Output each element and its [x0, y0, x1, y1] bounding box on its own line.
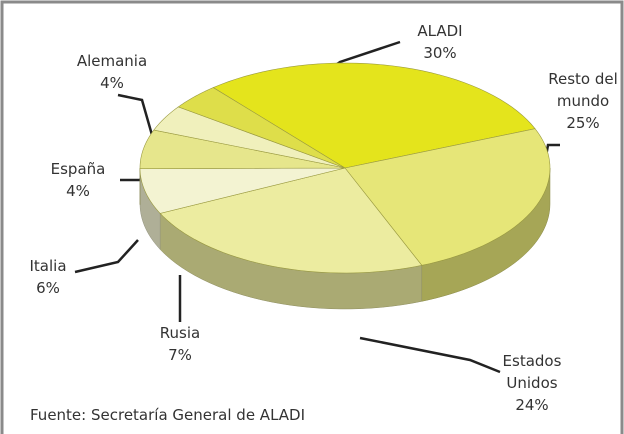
leader [359, 336, 501, 374]
slice-label: Resto del mundo 25% [538, 68, 624, 134]
source-note: Fuente: Secretaría General de ALADI [30, 406, 306, 424]
category-name: ALADI [417, 22, 463, 40]
slice [139, 167, 346, 214]
slice [344, 128, 551, 266]
slices [139, 62, 551, 274]
slice [153, 106, 346, 169]
slice-label: Rusia 7% [150, 322, 210, 366]
slice-label: Alemania 4% [67, 50, 157, 94]
value-label: 7% [168, 346, 192, 364]
slice-label: España 4% [43, 158, 113, 202]
value-label: 4% [100, 74, 124, 92]
category-name: Rusia [159, 324, 201, 342]
slice [159, 167, 423, 274]
slice-label: ALADI 30% [410, 20, 470, 64]
slice [139, 129, 346, 170]
category-name: Italia [29, 257, 67, 275]
leader [117, 93, 154, 136]
category-name: España [50, 160, 106, 178]
slice [177, 87, 346, 169]
category-name: Resto del mundo [548, 70, 618, 110]
leaders [74, 40, 560, 374]
leader [74, 239, 139, 274]
slice-label: Estados Unidos 24% [487, 350, 577, 416]
value-label: 4% [66, 182, 90, 200]
slice-label: Italia 6% [18, 255, 78, 299]
value-label: 24% [515, 396, 549, 414]
slice [212, 62, 536, 169]
value-label: 25% [566, 114, 600, 132]
value-label: 30% [423, 44, 457, 62]
category-name: Alemania [76, 52, 148, 70]
category-name: Estados Unidos [502, 352, 562, 392]
value-label: 6% [36, 279, 60, 297]
